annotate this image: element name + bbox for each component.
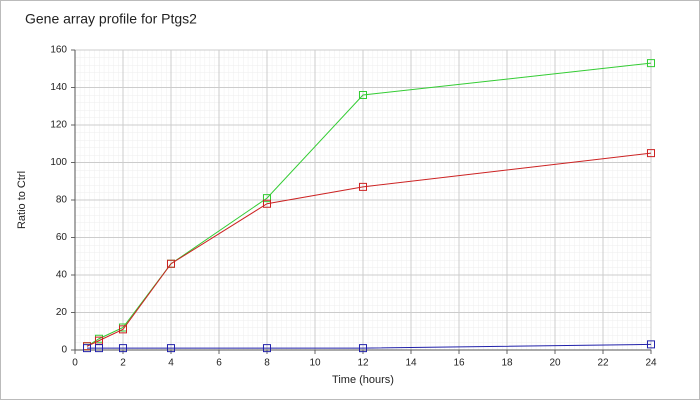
- y-tick-label: 100: [50, 157, 67, 168]
- y-tick-label: 40: [56, 270, 68, 281]
- point-marker: [83, 344, 91, 353]
- point-marker: [167, 344, 175, 353]
- point-marker: [647, 59, 655, 68]
- y-tick-label: 0: [61, 345, 67, 356]
- point-marker: [263, 344, 271, 353]
- x-tick-label: 2: [120, 358, 126, 369]
- point-marker: [359, 182, 367, 191]
- x-tick-label: 0: [72, 358, 78, 369]
- point-marker: [263, 194, 271, 203]
- x-tick-label: 16: [453, 358, 465, 369]
- x-tick-label: 18: [501, 358, 513, 369]
- x-tick-label: 20: [549, 358, 561, 369]
- point-marker: [647, 149, 655, 158]
- x-tick-label: 6: [216, 358, 222, 369]
- x-tick-label: 14: [405, 358, 417, 369]
- x-axis-label: Time (hours): [332, 374, 394, 386]
- y-tick-label: 140: [50, 82, 67, 93]
- point-marker: [359, 91, 367, 99]
- x-tick-label: 12: [357, 358, 369, 369]
- y-axis-label: Ratio to Ctrl: [16, 171, 28, 229]
- point-marker: [119, 325, 127, 334]
- y-tick-label: 80: [56, 195, 68, 206]
- series-line: [87, 343, 652, 349]
- point-marker: [95, 344, 103, 353]
- y-tick-label: 60: [56, 232, 68, 243]
- x-tick-label: 10: [309, 358, 321, 369]
- point-marker: [167, 259, 175, 268]
- y-tick-label: 120: [50, 120, 67, 131]
- point-marker: [359, 344, 367, 353]
- y-tick-label: 20: [56, 307, 68, 318]
- x-tick-label: 4: [168, 358, 174, 369]
- y-tick-label: 160: [50, 45, 67, 56]
- point-marker: [647, 340, 655, 349]
- x-tick-label: 8: [264, 358, 270, 369]
- point-marker: [119, 344, 127, 353]
- point-marker: [263, 199, 271, 208]
- x-tick-label: 24: [645, 358, 657, 369]
- series-line: [86, 152, 652, 347]
- chart-title: Gene array profile for Ptgs2: [25, 11, 197, 27]
- x-tick-label: 22: [597, 358, 609, 369]
